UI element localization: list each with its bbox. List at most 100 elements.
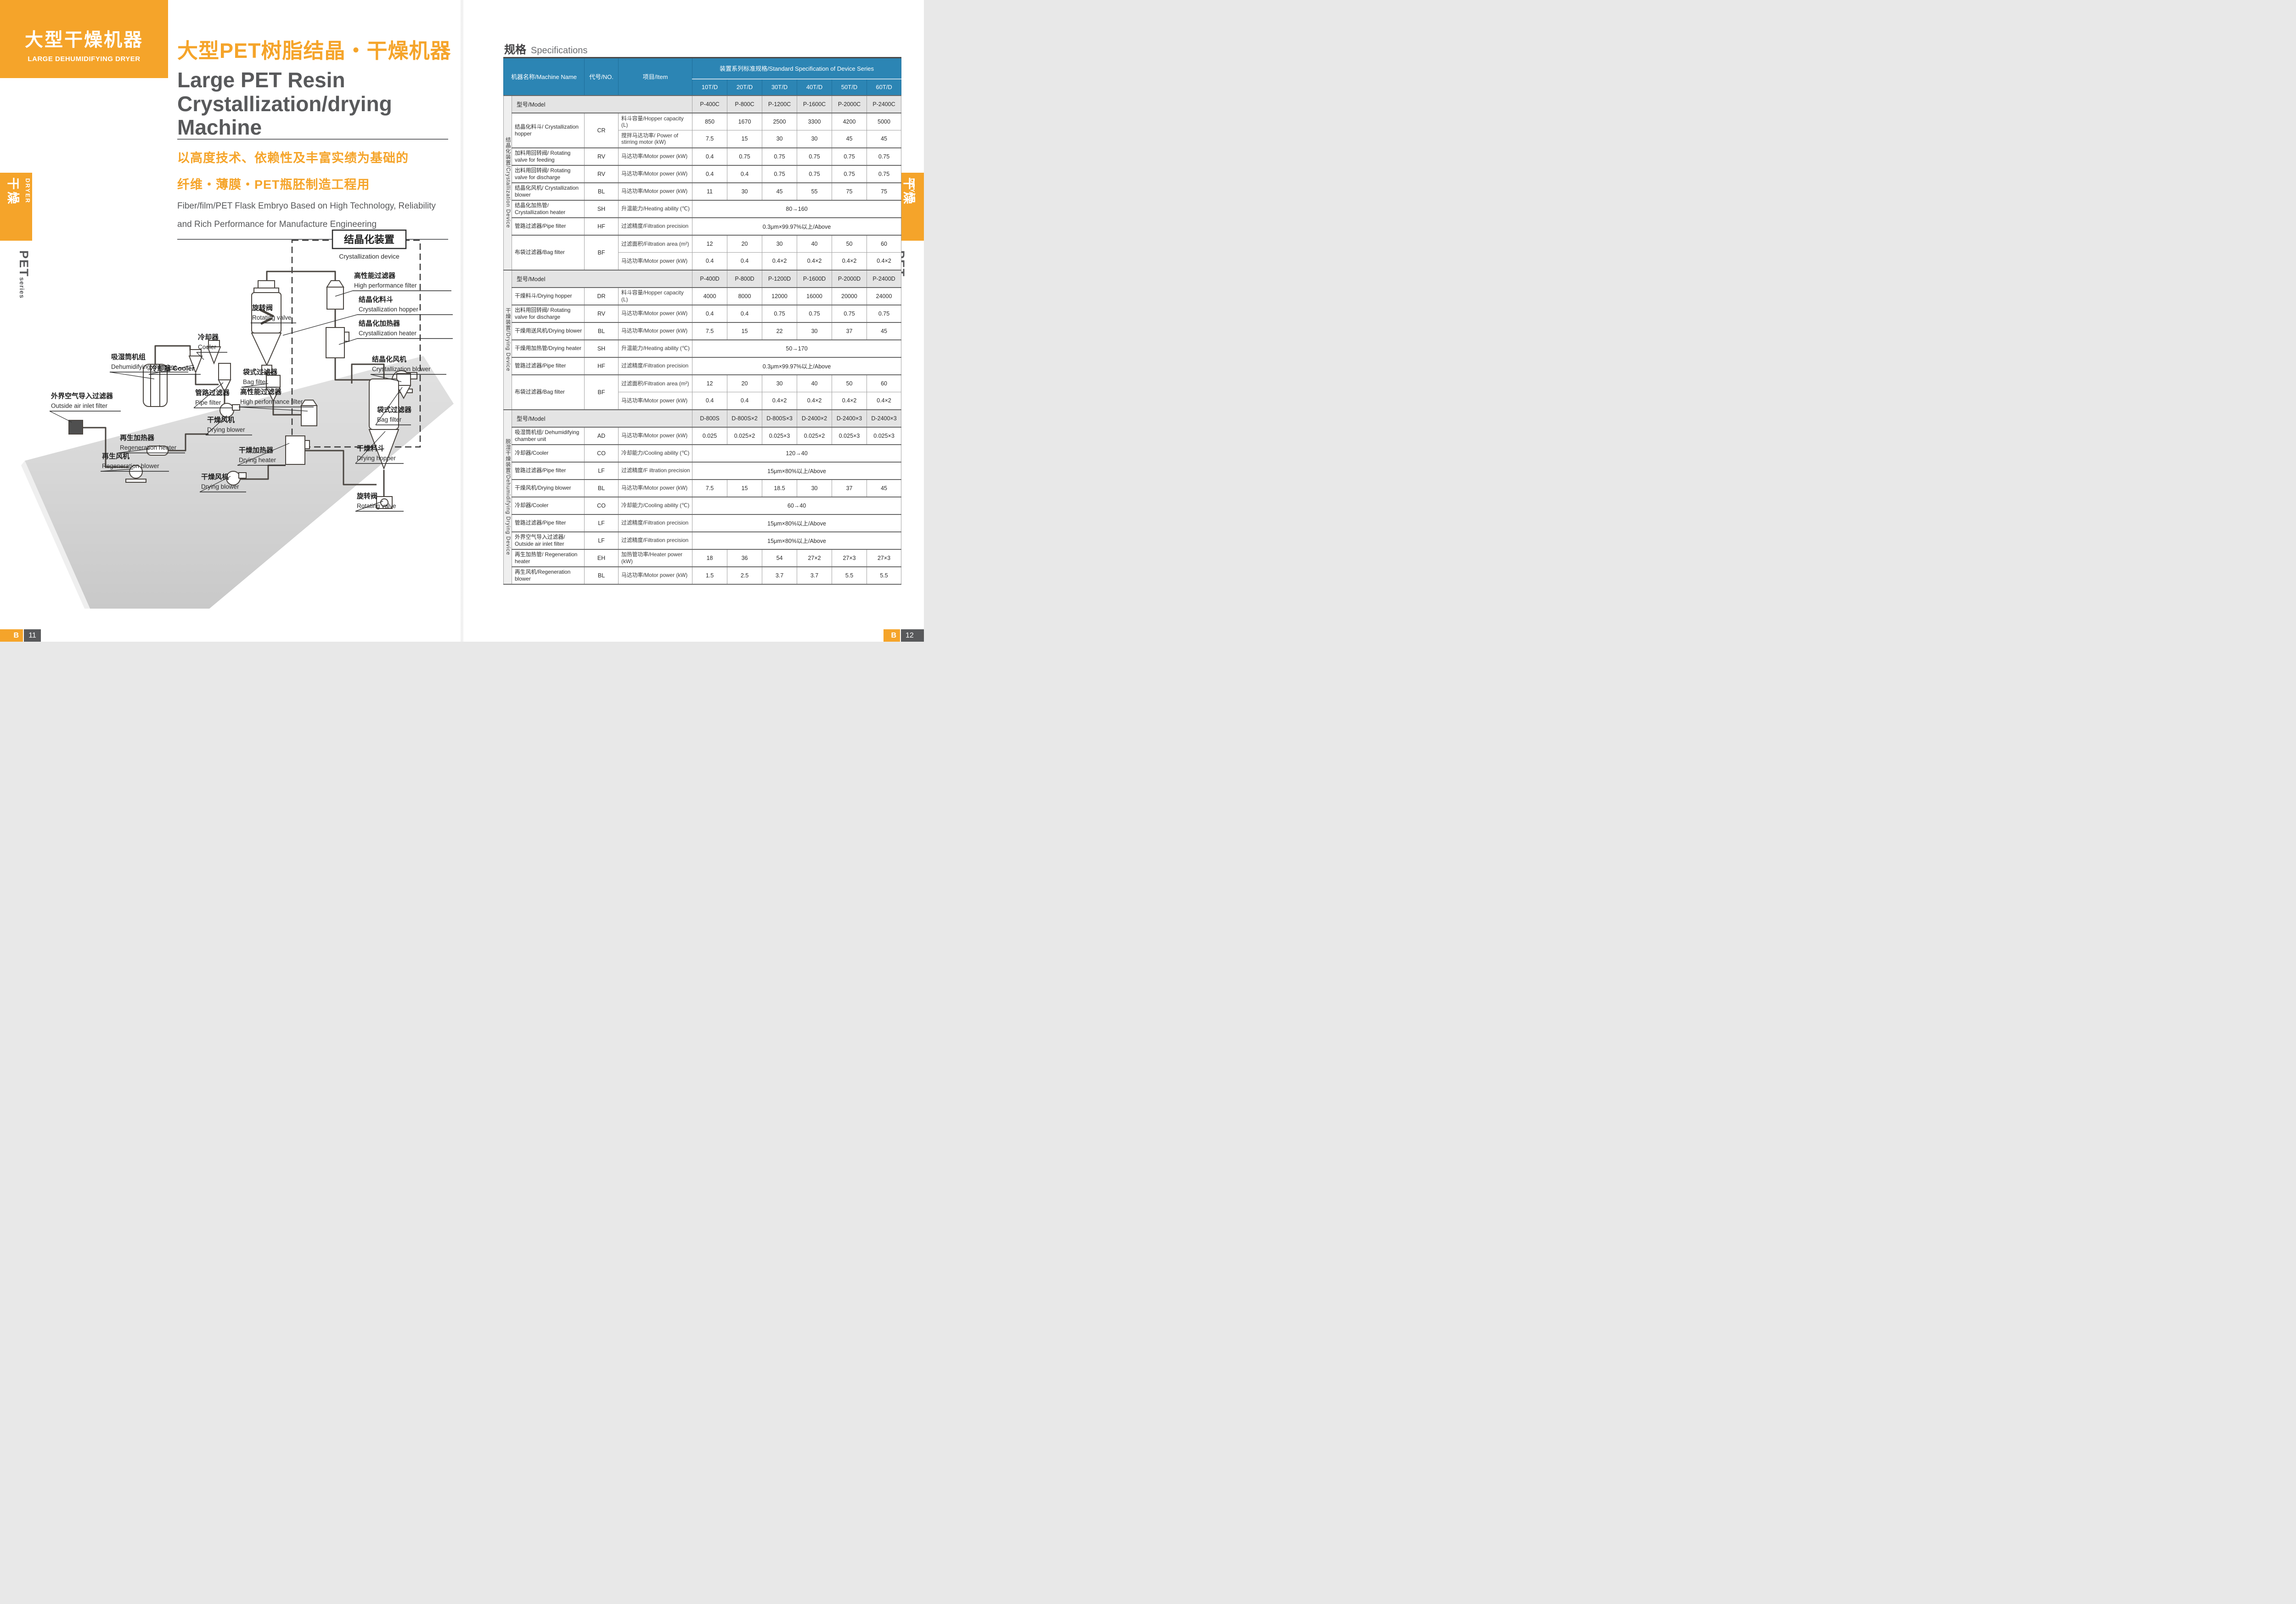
svg-text:再生加热器: 再生加热器 (120, 434, 155, 442)
page-number-right: 12 (901, 629, 924, 642)
svg-text:旋转阀: 旋转阀 (252, 304, 273, 312)
svg-text:冷却器 Cooler: 冷却器 Cooler (150, 364, 195, 373)
table-cell: 加热管功率/Heater power (kW) (618, 548, 693, 567)
table-cell: 0.75 (797, 147, 833, 165)
table-cell: 过滤精度/Filtration precision (618, 217, 693, 235)
diagram-label-regeneration-heater: 再生加热器 Regeneration heater (118, 434, 185, 453)
table-cell: 0.75 (867, 147, 902, 165)
series-sub: series (18, 277, 26, 299)
table-cell: 干燥用加热管/Drying heater (511, 339, 585, 357)
diagram-label-crystallization-hopper: 结晶化料斗 Crystallization hopper (282, 295, 453, 336)
table-cell: P-2400D (867, 269, 902, 288)
table-cell: 40 (797, 374, 833, 392)
svg-text:Rotating valve: Rotating valve (357, 503, 396, 509)
table-cell: 0.4 (692, 304, 728, 322)
spec-heading-en: Specifications (531, 45, 588, 56)
svg-text:结晶化加热器: 结晶化加热器 (359, 319, 400, 328)
table-cell: 20 (727, 374, 763, 392)
divider-rule-bottom (177, 239, 448, 240)
table-cell: 1670 (727, 112, 763, 130)
table-cell: 0.4 (692, 164, 728, 183)
table-cell: 45 (762, 182, 798, 200)
diagram-label-dehumidifying-chamber: 吸湿筒机组 Dehumidifying chamber (109, 353, 188, 379)
drying-hopper-vessel (368, 378, 400, 470)
table-cell: 0.025×3 (832, 426, 867, 445)
table-cell: CR (584, 112, 619, 148)
subtitle-en-line1: Fiber/film/PET Flask Embryo Based on Hig… (177, 201, 436, 211)
table-cell: 30 (762, 374, 798, 392)
table-cell: 0.75 (867, 164, 902, 183)
table-cell: EH (584, 548, 619, 567)
svg-text:Bag filter: Bag filter (243, 378, 268, 385)
table-cell: 75 (867, 182, 902, 200)
table-header-cell: 项目/Item (618, 57, 693, 96)
table-cell: 12 (692, 374, 728, 392)
table-cell: RV (584, 164, 619, 183)
subtitle-cn-line1: 以高度技术、依赖性及丰富实绩为基础的 (177, 151, 409, 165)
svg-text:干燥风机: 干燥风机 (201, 473, 229, 481)
svg-text:Rotating valve: Rotating valve (252, 314, 292, 321)
table-cell: 马达功率/Motor power (kW) (618, 566, 693, 584)
table-cell: 60 (867, 234, 902, 253)
table-cell: 马达功率/Motor power (kW) (618, 147, 693, 165)
table-cell: 80→160 (692, 199, 902, 218)
cooler-2-vessel (207, 340, 221, 365)
table-cell: 22 (762, 322, 798, 340)
table-cell: 0.75 (797, 164, 833, 183)
title-block: 大型PET树脂结晶・干燥机器 Large PET Resin Crystalli… (177, 34, 471, 140)
table-cell: 1.5 (692, 566, 728, 584)
spec-heading-cn: 规格 (504, 44, 526, 56)
diagram-label-rotating-valve-bottom: 旋转阀 Rotating valve (355, 492, 404, 512)
svg-text:干燥加热器: 干燥加热器 (239, 446, 274, 454)
side-tab-cn: 干燥 (902, 177, 916, 206)
table-cell: D-800S (692, 409, 728, 427)
table-cell: 15μm×80%以上/Above (692, 461, 902, 480)
side-tab-en: DRYER (24, 178, 31, 204)
table-cell: 36 (727, 548, 763, 567)
table-cell: 18.5 (762, 479, 798, 497)
crystallization-heater-vessel (326, 327, 349, 358)
table-cell: 马达功率/Motor power (kW) (618, 322, 693, 340)
product-title-en-line2: Crystallization/drying Machine (177, 91, 392, 140)
table-cell: 2500 (762, 112, 798, 130)
diagram-label-bag-filter-2: 袋式过滤器 Bag filter (375, 387, 412, 425)
svg-text:Pipe filter: Pipe filter (195, 399, 221, 406)
svg-text:Cooler: Cooler (198, 344, 216, 350)
table-cell: 过滤精度/Filtration precision (618, 531, 693, 549)
product-title-en-line1: Large PET Resin (177, 68, 345, 92)
table-cell: 干燥装置/Drying Device (503, 269, 512, 410)
table-header-cell: 10T/D (692, 79, 728, 96)
table-cell: P-1200C (762, 95, 798, 113)
table-header-cell: 60T/D (867, 79, 902, 96)
svg-text:Crystallization device: Crystallization device (339, 253, 400, 260)
table-cell: 型号/Model (511, 269, 693, 288)
table-cell: 5.5 (832, 566, 867, 584)
table-cell: 2.5 (727, 566, 763, 584)
high-performance-filter-2-vessel (300, 400, 318, 426)
svg-text:结晶化风机: 结晶化风机 (372, 355, 406, 363)
table-cell: 30 (727, 182, 763, 200)
table-cell: 55 (797, 182, 833, 200)
table-cell: 升温能力/Heating ability (℃) (618, 199, 693, 218)
table-cell: 出料用回转阀/ Rotating valve for discharge (511, 164, 585, 183)
page-letter-left: B (0, 629, 23, 642)
table-cell: 加料用回转阀/ Rotating valve for feeding (511, 147, 585, 165)
diagram-label-high-performance-filter-1: 高性能过滤器 High performance filter (335, 271, 451, 297)
table-cell: 0.4×2 (867, 392, 902, 410)
table-cell: 0.4×2 (867, 252, 902, 270)
table-cell: 再生风机/Regeneration blower (511, 566, 585, 584)
table-cell: 4200 (832, 112, 867, 130)
table-cell: P-2000C (832, 95, 867, 113)
table-cell: 布袋过滤器/Bag filter (511, 234, 585, 270)
table-cell: 过滤精度/Filtration precision (618, 356, 693, 375)
table-cell: LF (584, 531, 619, 549)
high-performance-filter-1-vessel (326, 280, 344, 310)
table-header-cell: 50T/D (832, 79, 867, 96)
svg-text:Dehumidifying chamber: Dehumidifying chamber (111, 363, 176, 370)
table-cell: 冷却能力/Cooling ability (℃) (618, 444, 693, 462)
crystallization-hopper-vessel (251, 280, 282, 373)
svg-text:Regeneration blower: Regeneration blower (102, 463, 159, 469)
table-cell: D-2400×3 (832, 409, 867, 427)
table-cell: P-2000D (832, 269, 867, 288)
diagram-label-drying-hopper: 干燥料斗 Drying hopper (355, 431, 404, 464)
